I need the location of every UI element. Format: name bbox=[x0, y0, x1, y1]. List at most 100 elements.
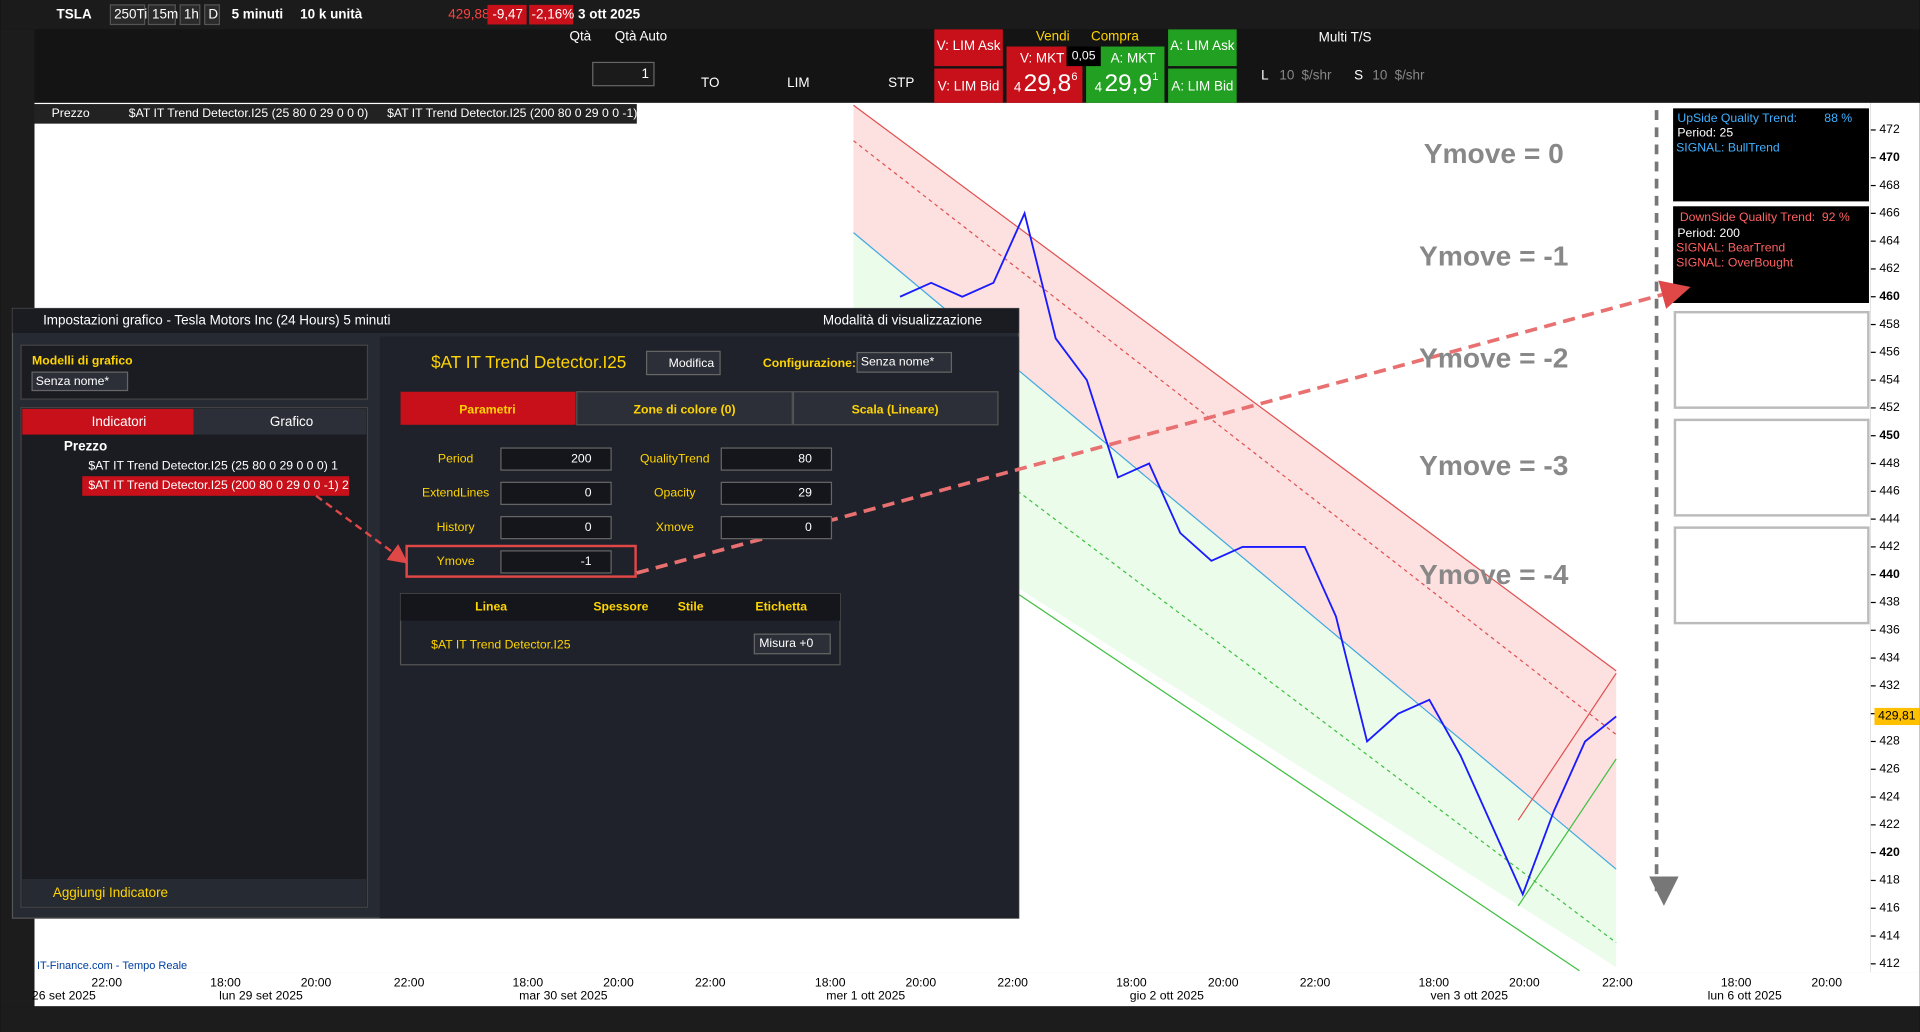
button[interactable] bbox=[1168, 29, 1237, 67]
label[interactable]: V: LIM Bid bbox=[938, 78, 1000, 93]
label: 29,9 bbox=[1104, 70, 1152, 97]
select[interactable] bbox=[753, 633, 831, 655]
label[interactable]: Modelli di grafico bbox=[32, 353, 133, 367]
x-tick-label: 20:00 bbox=[603, 975, 634, 989]
label[interactable]: Indicatori bbox=[92, 414, 147, 429]
x-tick-label: 22:00 bbox=[997, 975, 1028, 989]
label[interactable]: 250Ti bbox=[114, 6, 147, 21]
info-box bbox=[1671, 107, 1871, 203]
date-label: ven 3 ott 2025 bbox=[1430, 989, 1508, 1003]
label: Multi T/S bbox=[1319, 30, 1372, 45]
y-tick-label: 446 bbox=[1879, 484, 1900, 498]
button[interactable] bbox=[147, 4, 176, 26]
label: Modalità di visualizzazione bbox=[823, 312, 982, 327]
selected-item[interactable] bbox=[82, 476, 350, 496]
date-label: mar 30 set 2025 bbox=[519, 989, 608, 1003]
y-tick-label: 452 bbox=[1879, 400, 1900, 414]
select[interactable] bbox=[31, 371, 129, 392]
label[interactable]: 15m bbox=[152, 6, 178, 21]
label[interactable]: Senza nome* bbox=[36, 374, 110, 388]
label[interactable]: Misura +0 bbox=[759, 636, 813, 650]
y-tick-label: 428 bbox=[1879, 734, 1900, 748]
y-tick-label: 416 bbox=[1879, 900, 1900, 914]
label: S bbox=[1354, 67, 1363, 82]
label[interactable]: Senza nome* bbox=[861, 355, 935, 369]
label[interactable]: A: LIM Ask bbox=[1170, 38, 1235, 53]
y-tick-label: 434 bbox=[1879, 650, 1900, 664]
label: Compra bbox=[1091, 28, 1139, 43]
select[interactable] bbox=[856, 351, 953, 373]
y-tick-label: 458 bbox=[1879, 317, 1900, 331]
label[interactable]: D bbox=[208, 6, 218, 21]
input[interactable] bbox=[500, 481, 612, 505]
button[interactable] bbox=[934, 29, 1003, 67]
price-line bbox=[899, 210, 1617, 897]
x-tick-label: 20:00 bbox=[906, 975, 937, 989]
input[interactable] bbox=[720, 481, 833, 505]
last-price: 429,81 bbox=[1878, 709, 1916, 723]
button[interactable] bbox=[204, 4, 220, 26]
label: 92 % bbox=[1822, 210, 1850, 224]
label[interactable]: 1h bbox=[184, 6, 199, 21]
button[interactable] bbox=[179, 4, 201, 26]
panel bbox=[379, 336, 1019, 919]
label[interactable]: Parametri bbox=[459, 402, 515, 416]
label[interactable]: V: LIM Ask bbox=[937, 38, 1001, 53]
button[interactable] bbox=[934, 68, 1003, 103]
tab[interactable] bbox=[792, 391, 999, 426]
x-tick-label: 18:00 bbox=[1418, 975, 1449, 989]
input[interactable] bbox=[720, 447, 833, 471]
label[interactable]: Scala (Lineare) bbox=[852, 402, 939, 416]
tab-active[interactable] bbox=[22, 408, 194, 435]
y-tick-label: 442 bbox=[1879, 539, 1900, 553]
label: SIGNAL: BearTrend bbox=[1676, 241, 1785, 255]
label: 1 bbox=[1152, 71, 1158, 83]
y-tick-label: 464 bbox=[1879, 233, 1900, 247]
label: 29,8 bbox=[1024, 70, 1072, 97]
tab[interactable] bbox=[576, 391, 793, 426]
label[interactable]: 0 bbox=[585, 520, 592, 534]
label[interactable]: 0 bbox=[805, 520, 812, 534]
input[interactable] bbox=[500, 516, 612, 540]
input[interactable] bbox=[500, 447, 612, 471]
label[interactable]: Grafico bbox=[270, 414, 313, 429]
annotation: Ymove = -4 bbox=[1419, 559, 1569, 590]
table-header bbox=[400, 593, 841, 621]
label: ExtendLines bbox=[422, 486, 489, 500]
label: 1 bbox=[642, 66, 649, 81]
label[interactable]: 200 bbox=[571, 451, 592, 465]
label: 10 k unità bbox=[300, 6, 363, 21]
label[interactable]: A: LIM Bid bbox=[1171, 78, 1233, 93]
label: V: MKT bbox=[1020, 50, 1064, 65]
y-tick-label: 438 bbox=[1879, 595, 1900, 609]
label[interactable]: Modifica bbox=[669, 356, 715, 370]
label: $/shr bbox=[1302, 67, 1332, 82]
button[interactable] bbox=[1168, 68, 1237, 103]
label: 88 % bbox=[1824, 111, 1852, 125]
label[interactable]: Zone di colore (0) bbox=[634, 402, 736, 416]
label: Configurazione: bbox=[763, 356, 856, 370]
tab[interactable] bbox=[193, 408, 367, 435]
label: Xmove bbox=[656, 520, 694, 534]
label: DownSide Quality Trend: bbox=[1680, 210, 1815, 224]
button[interactable] bbox=[645, 350, 721, 376]
label: Period: 200 bbox=[1677, 226, 1740, 240]
input[interactable] bbox=[500, 550, 612, 574]
label[interactable]: -1 bbox=[581, 554, 592, 568]
x-tick-label: 18:00 bbox=[210, 975, 241, 989]
button[interactable] bbox=[109, 4, 146, 26]
x-tick-label: 20:00 bbox=[1811, 975, 1842, 989]
label[interactable]: 0 bbox=[585, 486, 592, 500]
label[interactable]: 29 bbox=[798, 486, 812, 500]
label[interactable]: 80 bbox=[798, 451, 812, 465]
tab-active[interactable] bbox=[400, 391, 576, 425]
label: Linea bbox=[475, 599, 507, 613]
label: Vendi bbox=[1036, 28, 1070, 43]
label: Ymove bbox=[437, 554, 475, 568]
input[interactable] bbox=[592, 61, 655, 87]
label: Impostazioni grafico - Tesla Motors Inc … bbox=[43, 312, 390, 327]
label[interactable]: Aggiungi Indicatore bbox=[53, 885, 168, 900]
y-tick-label: 472 bbox=[1879, 122, 1900, 136]
input[interactable] bbox=[720, 516, 833, 540]
annotation: Ymove = -3 bbox=[1419, 450, 1568, 481]
